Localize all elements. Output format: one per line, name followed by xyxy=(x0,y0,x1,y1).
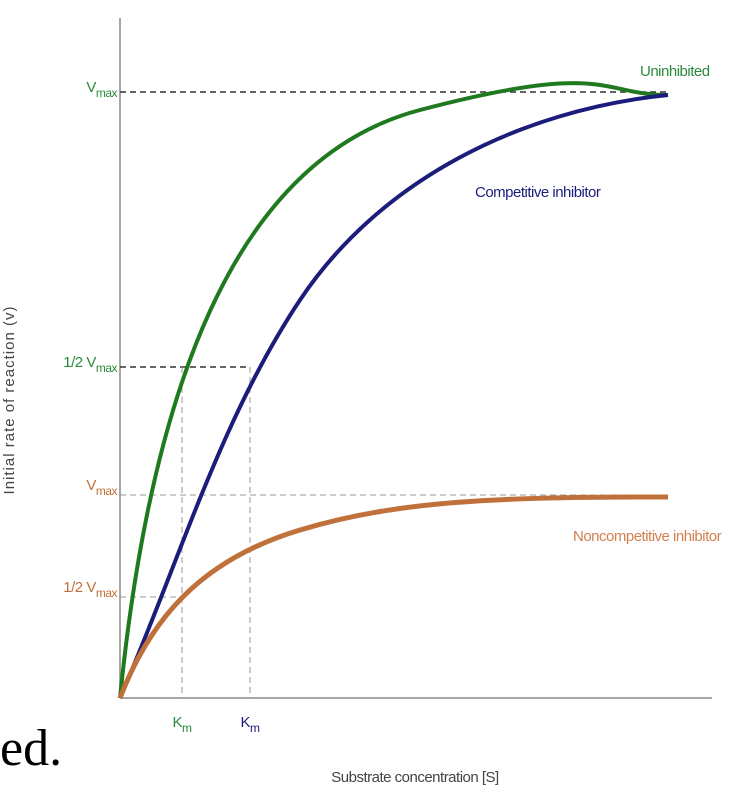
axis-label: 1/2 Vmax xyxy=(63,579,117,600)
label-main: K xyxy=(172,714,182,731)
axis-label: Vmax xyxy=(86,79,117,100)
curve-label: Noncompetitive inhibitor xyxy=(573,528,722,545)
label-sub: max xyxy=(96,86,118,100)
label-sub: m xyxy=(182,721,192,735)
label-sub: max xyxy=(96,586,118,600)
label-main: V xyxy=(86,79,96,96)
y-axis-label: Initial rate of reaction (v) xyxy=(1,306,18,495)
noncompetitive-curve xyxy=(117,494,669,699)
x-axis-label: Substrate concentration [S] xyxy=(331,769,499,786)
competitive-curve xyxy=(118,93,669,699)
guide-lines xyxy=(120,91,668,698)
axis-label: Km xyxy=(240,714,260,735)
label-sub: max xyxy=(96,361,118,375)
axis-label: Km xyxy=(172,714,192,735)
uninhibited-curve xyxy=(118,81,669,699)
label-main: V xyxy=(86,477,96,494)
label-main: K xyxy=(240,714,250,731)
axis-label: 1/2 Vmax xyxy=(63,354,117,375)
label-sub: m xyxy=(250,721,260,735)
axis-label: Vmax xyxy=(86,477,117,498)
label-main: 1/2 V xyxy=(63,579,96,596)
curve-label: Competitive inhibitor xyxy=(475,184,601,201)
label-main: 1/2 V xyxy=(63,354,96,371)
text-fragment: ed. xyxy=(0,720,62,777)
label-sub: max xyxy=(96,484,118,498)
curve-label: Uninhibited xyxy=(640,63,710,80)
